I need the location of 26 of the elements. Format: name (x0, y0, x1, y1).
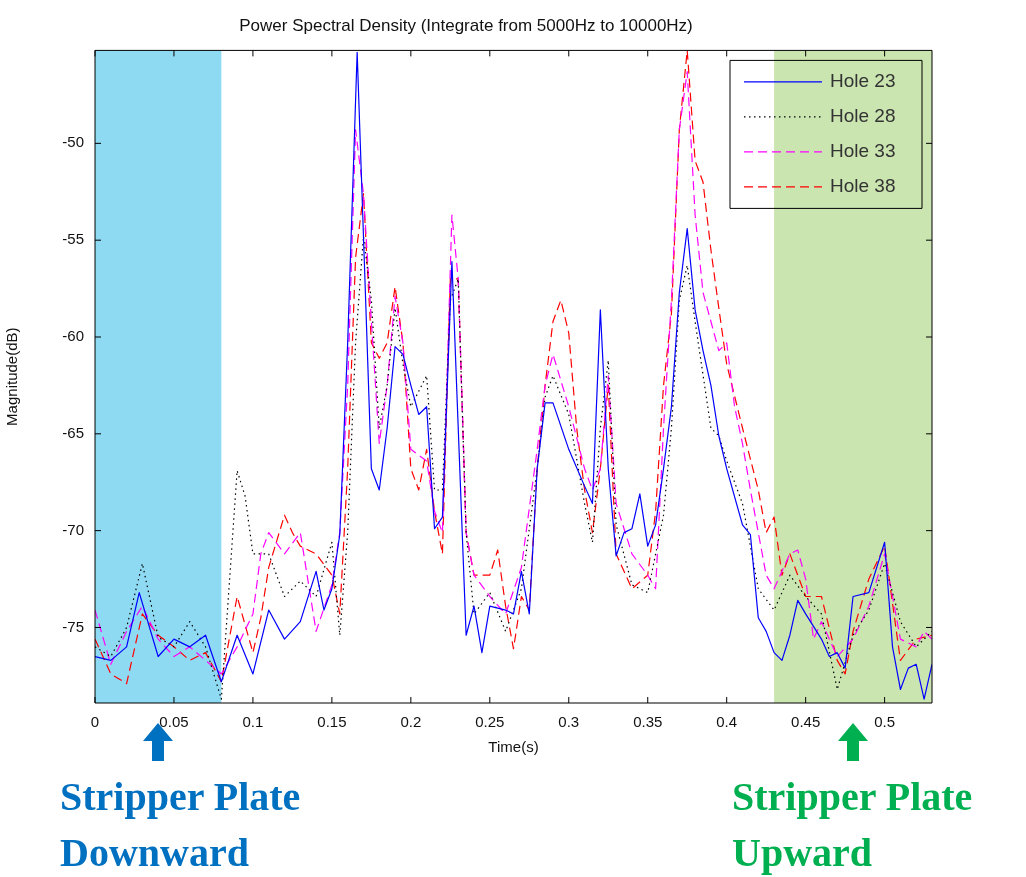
y-tick-label: -50 (62, 133, 84, 151)
y-tick-label: -60 (62, 327, 84, 345)
legend-label: Hole 38 (830, 175, 896, 197)
x-tick-label: 0.4 (716, 713, 738, 731)
y-tick-label: -75 (62, 617, 84, 635)
band-label: Stripper Plate Downward (60, 773, 302, 877)
legend-label: Hole 28 (830, 105, 896, 127)
x-tick-label: 0.05 (159, 713, 189, 731)
y-tick-label: -55 (62, 230, 84, 248)
x-axis-title: Time(s) (488, 738, 539, 756)
y-tick-label: -65 (62, 423, 84, 441)
band-label: Stripper Plate Upward (732, 773, 974, 877)
x-tick-label: 0.1 (242, 713, 264, 731)
x-tick-label: 0.25 (475, 713, 505, 731)
x-tick-label: 0.45 (791, 713, 821, 731)
legend-label: Hole 23 (830, 70, 896, 92)
x-tick-label: 0.15 (317, 713, 347, 731)
x-tick-label: 0.3 (558, 713, 580, 731)
chart-title: Power Spectral Density (Integrate from 5000Hz to 10000Hz) (239, 15, 693, 35)
x-tick-label: 0 (90, 713, 100, 731)
y-tick-label: -70 (62, 520, 84, 538)
x-tick-label: 0.2 (400, 713, 422, 731)
x-tick-label: 0.35 (633, 713, 663, 731)
y-axis-title: Magnitude(dB) (3, 327, 21, 426)
x-tick-label: 0.5 (874, 713, 896, 731)
legend-label: Hole 33 (830, 140, 896, 162)
